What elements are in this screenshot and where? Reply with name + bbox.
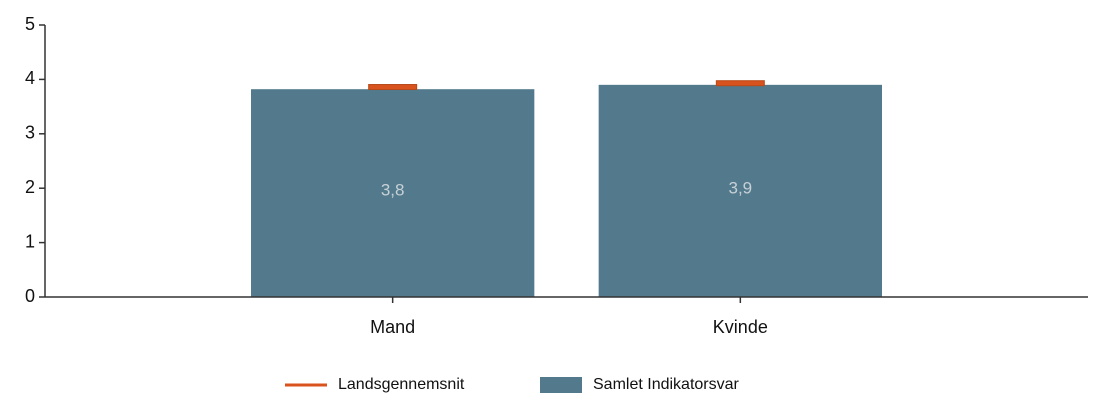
value-label: 3,8 (381, 181, 405, 200)
x-tick-label: Kvinde (713, 317, 768, 337)
legend-label: Samlet Indikatorsvar (593, 376, 740, 393)
legend-swatch (540, 377, 582, 393)
y-tick-label: 5 (25, 14, 35, 34)
x-tick-label: Mand (370, 317, 415, 337)
average-marker (368, 84, 418, 91)
bar (250, 89, 535, 297)
y-tick-label: 1 (25, 231, 35, 251)
y-tick-label: 0 (25, 286, 35, 306)
y-tick-label: 3 (25, 123, 35, 143)
y-tick-label: 2 (25, 177, 35, 197)
value-label: 3,9 (729, 178, 753, 197)
legend-label: Landsgennemsnit (338, 376, 465, 393)
bar (598, 84, 883, 297)
y-tick-label: 4 (25, 68, 35, 88)
average-marker (715, 80, 765, 87)
